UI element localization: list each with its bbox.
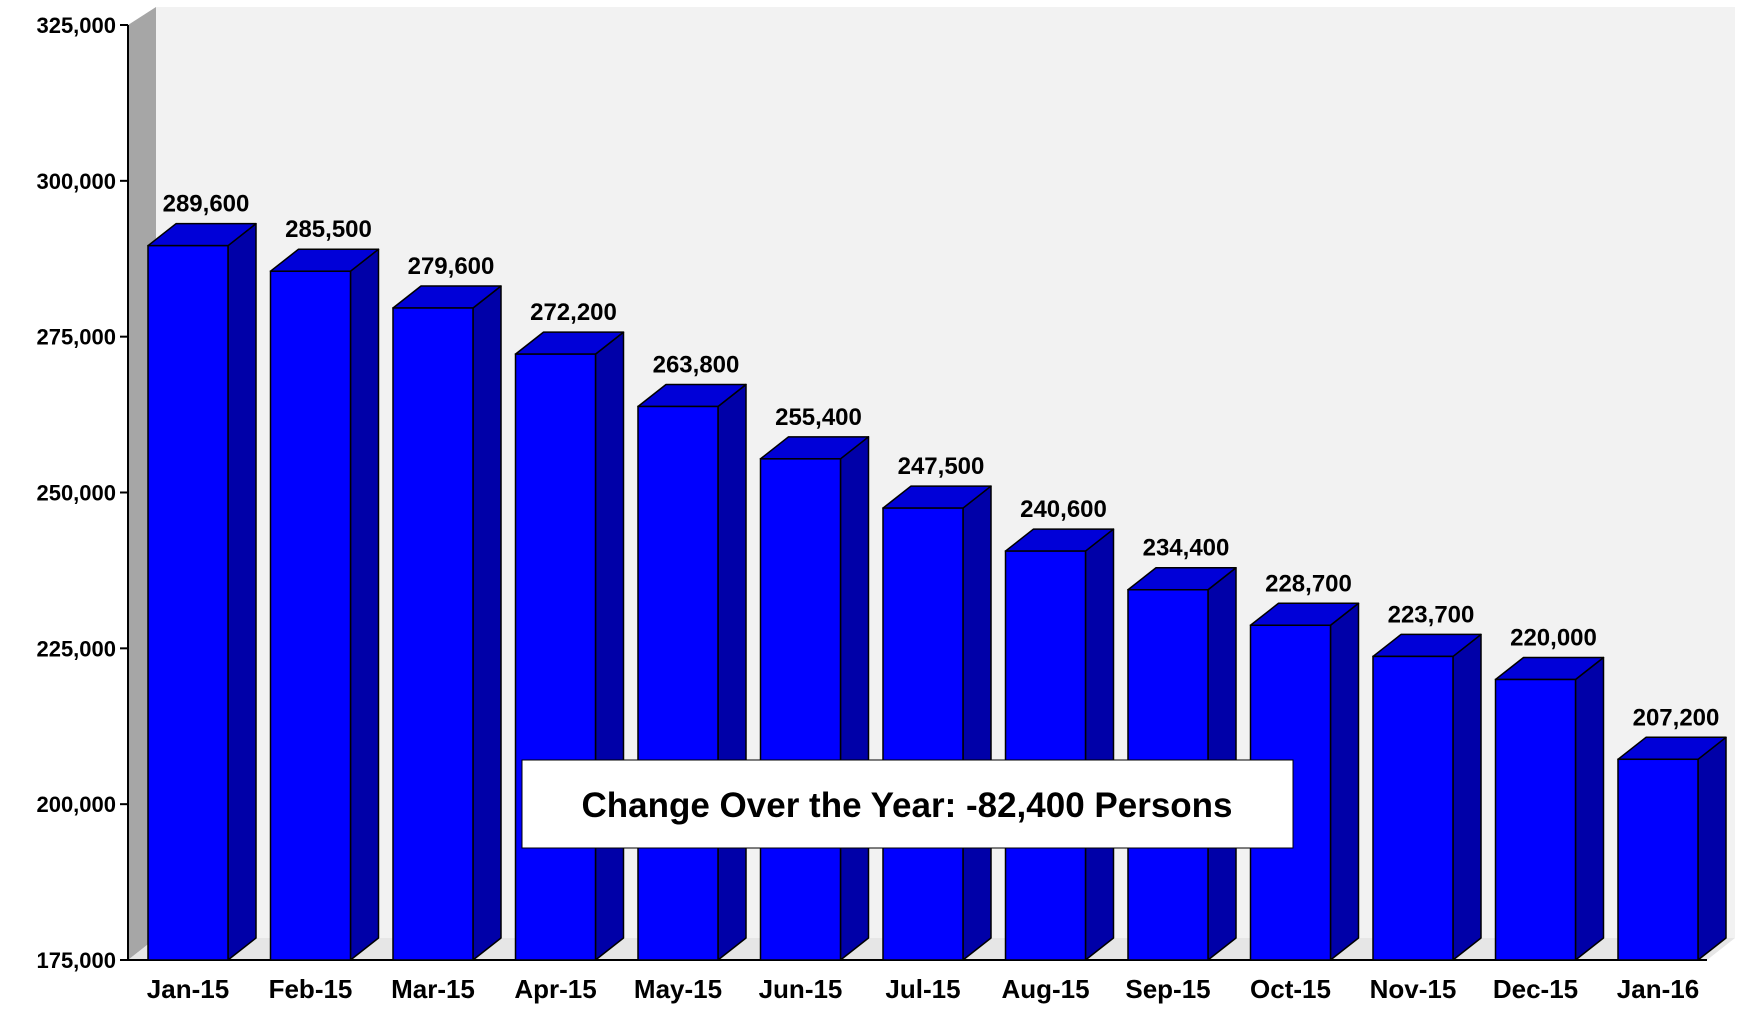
data-label: 255,400 [775, 404, 862, 431]
data-label: 272,200 [530, 299, 617, 326]
bar [269, 248, 380, 961]
data-label: 247,500 [898, 453, 985, 480]
bar-side [962, 485, 992, 961]
data-label: 285,500 [285, 216, 372, 243]
x-tick-label: Nov-15 [1370, 974, 1457, 1004]
bar-side [839, 436, 870, 961]
annotation-text: Change Over the Year: -82,400 Persons [581, 786, 1232, 825]
x-tick-label: Aug-15 [1001, 974, 1089, 1004]
bar [882, 485, 992, 961]
y-axis: 175,000 200,000 225,000 250,000 275,000 300,0… [36, 13, 1707, 973]
data-labels: 289,600 285,500 279,600 272,200 263,800 255,4… [163, 191, 1720, 732]
x-tick-label: Mar-15 [391, 974, 475, 1004]
bar-side [594, 331, 625, 961]
y-tick-label: 250,000 [36, 481, 116, 506]
bar [514, 331, 625, 961]
y-tick-label: 275,000 [36, 325, 116, 350]
x-tick-label: Feb-15 [269, 974, 353, 1004]
data-label: 263,800 [653, 351, 740, 378]
bar-front [147, 244, 229, 961]
bar-front [882, 507, 964, 961]
bar-front [392, 307, 474, 961]
bar [392, 285, 502, 961]
x-tick-label: Jan-15 [147, 974, 229, 1004]
data-label: 234,400 [1143, 535, 1230, 562]
data-label: 228,700 [1265, 570, 1352, 597]
bar-front [1494, 678, 1577, 961]
x-tick-label: Oct-15 [1250, 974, 1331, 1004]
bar-front [1004, 550, 1087, 961]
x-tick-label: Jul-15 [885, 974, 960, 1004]
bar-front [514, 353, 597, 961]
data-label: 240,600 [1020, 496, 1107, 523]
data-label: 207,200 [1633, 704, 1720, 731]
bar-front [637, 405, 719, 961]
bar-front [1617, 758, 1699, 961]
bar-side [227, 222, 257, 961]
bar [759, 436, 870, 961]
bar-side [1697, 736, 1727, 961]
data-label: 289,600 [163, 191, 250, 218]
x-tick-label: Sep-15 [1125, 974, 1210, 1004]
y-tick-label: 175,000 [36, 948, 116, 973]
x-tick-label: Jun-15 [759, 974, 843, 1004]
y-tick-label: 325,000 [36, 13, 116, 38]
bar [1617, 736, 1727, 961]
x-axis-labels: Jan-15 Feb-15 Mar-15 Apr-15 May-15 Jun-15 Jul-… [147, 974, 1699, 1004]
bar [1372, 633, 1482, 961]
bar-side [1084, 528, 1115, 961]
x-tick-label: Apr-15 [514, 974, 596, 1004]
y-tick-label: 225,000 [36, 636, 116, 661]
bar [1494, 656, 1605, 961]
bar [637, 383, 747, 961]
data-label: 223,700 [1388, 601, 1475, 628]
x-tick-label: Dec-15 [1493, 974, 1578, 1004]
bar-front [1372, 655, 1454, 961]
bar-side [349, 248, 380, 961]
x-tick-label: Jan-16 [1617, 974, 1699, 1004]
bar [147, 222, 257, 961]
x-tick-label: May-15 [634, 974, 722, 1004]
bar-front [269, 270, 352, 961]
data-label: 279,600 [408, 253, 495, 280]
annotation-box: Change Over the Year: -82,400 Persons [521, 759, 1294, 849]
bar-side [717, 383, 747, 961]
bar [1004, 528, 1115, 961]
bar-front [759, 458, 842, 961]
annotation-rect [521, 759, 1294, 849]
bar-side [472, 285, 502, 961]
y-tick-label: 300,000 [36, 169, 116, 194]
bar-side [1574, 656, 1605, 961]
bar-side [1329, 602, 1360, 961]
data-label: 220,000 [1510, 625, 1597, 652]
bar-side [1452, 633, 1482, 961]
y-tick-label: 200,000 [36, 792, 116, 817]
